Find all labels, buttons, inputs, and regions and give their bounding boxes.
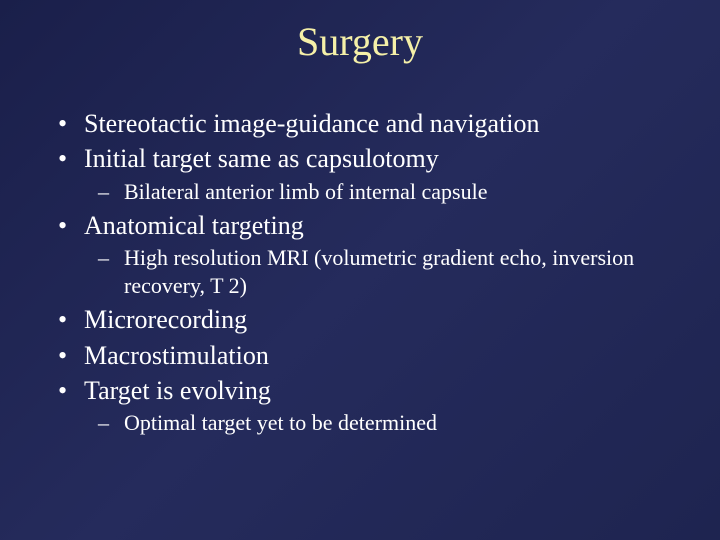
bullet-list-level2: High resolution MRI (volumetric gradient… [84, 244, 680, 299]
bullet-item: Initial target same as capsulotomy Bilat… [58, 142, 680, 205]
bullet-text: Macrostimulation [84, 341, 269, 370]
bullet-list-level2: Bilateral anterior limb of internal caps… [84, 178, 680, 206]
sub-bullet-item: Bilateral anterior limb of internal caps… [98, 178, 680, 206]
sub-bullet-item: High resolution MRI (volumetric gradient… [98, 244, 680, 299]
bullet-list-level1: Stereotactic image-guidance and navigati… [58, 107, 680, 437]
sub-bullet-text: High resolution MRI (volumetric gradient… [124, 245, 634, 298]
bullet-text: Target is evolving [84, 376, 271, 405]
bullet-text: Anatomical targeting [84, 211, 304, 240]
sub-bullet-text: Bilateral anterior limb of internal caps… [124, 179, 487, 204]
sub-bullet-item: Optimal target yet to be determined [98, 409, 680, 437]
slide-title: Surgery [40, 18, 680, 65]
bullet-list-level2: Optimal target yet to be determined [84, 409, 680, 437]
bullet-text: Microrecording [84, 305, 247, 334]
bullet-item: Macrostimulation [58, 339, 680, 372]
bullet-item: Microrecording [58, 303, 680, 336]
bullet-text: Stereotactic image-guidance and navigati… [84, 109, 540, 138]
sub-bullet-text: Optimal target yet to be determined [124, 410, 437, 435]
slide-container: Surgery Stereotactic image-guidance and … [0, 0, 720, 540]
bullet-item: Stereotactic image-guidance and navigati… [58, 107, 680, 140]
bullet-text: Initial target same as capsulotomy [84, 144, 439, 173]
bullet-item: Anatomical targeting High resolution MRI… [58, 209, 680, 299]
slide-content: Stereotactic image-guidance and navigati… [40, 107, 680, 437]
bullet-item: Target is evolving Optimal target yet to… [58, 374, 680, 437]
